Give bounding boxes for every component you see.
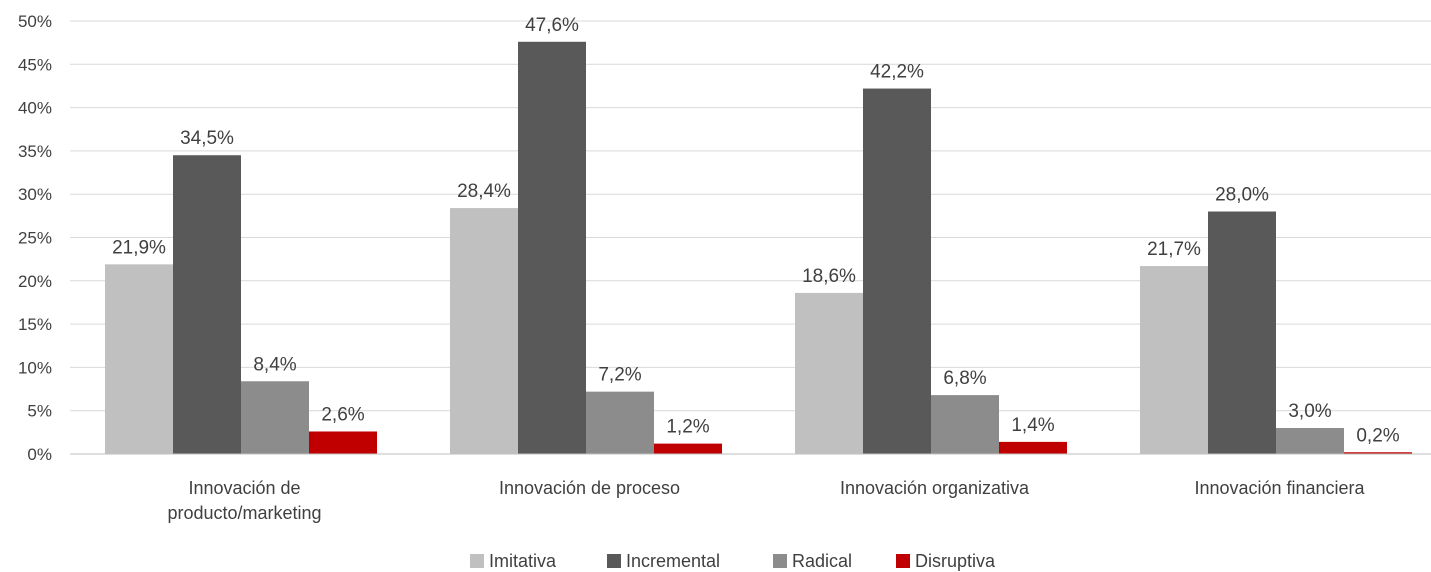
bar-radical xyxy=(586,391,654,454)
data-label: 8,4% xyxy=(253,354,296,375)
bar-radical xyxy=(931,395,999,454)
bar-incremental xyxy=(863,88,931,454)
x-category-label: Innovación organizativa xyxy=(840,478,1030,498)
data-label: 6,8% xyxy=(943,368,986,389)
y-tick-label: 25% xyxy=(18,229,52,248)
data-label: 28,0% xyxy=(1215,185,1269,206)
data-label: 18,6% xyxy=(802,266,856,287)
legend-label: Incremental xyxy=(626,551,720,571)
y-tick-label: 50% xyxy=(18,12,52,31)
legend-swatch-radical xyxy=(773,554,787,568)
bar-imitativa xyxy=(105,264,173,454)
legend-swatch-imitativa xyxy=(470,554,484,568)
x-category-label: Innovación de proceso xyxy=(499,478,680,498)
data-label: 1,2% xyxy=(666,417,709,438)
legend-label: Imitativa xyxy=(489,551,557,571)
bar-incremental xyxy=(173,155,241,455)
x-category-label: Innovación financiera xyxy=(1194,478,1365,498)
bar-imitativa xyxy=(795,292,863,454)
data-label: 34,5% xyxy=(180,128,234,149)
bar-disruptiva xyxy=(999,441,1067,454)
legend-label: Radical xyxy=(792,551,852,571)
x-category-label: producto/marketing xyxy=(167,503,321,523)
y-tick-label: 5% xyxy=(27,402,52,421)
legend-swatch-incremental xyxy=(607,554,621,568)
y-tick-label: 35% xyxy=(18,142,52,161)
data-label: 21,7% xyxy=(1147,239,1201,260)
y-tick-label: 0% xyxy=(27,445,52,464)
bar-disruptiva xyxy=(654,443,722,454)
y-tick-label: 30% xyxy=(18,185,52,204)
y-tick-label: 10% xyxy=(18,358,52,377)
legend-swatch-disruptiva xyxy=(896,554,910,568)
data-label: 0,2% xyxy=(1356,425,1399,446)
y-tick-label: 20% xyxy=(18,272,52,291)
y-tick-label: 45% xyxy=(18,55,52,74)
bar-disruptiva xyxy=(1344,452,1412,454)
data-label: 7,2% xyxy=(598,365,641,386)
y-tick-label: 40% xyxy=(18,99,52,118)
y-tick-label: 15% xyxy=(18,315,52,334)
legend-label: Disruptiva xyxy=(915,551,996,571)
data-label: 21,9% xyxy=(112,237,166,258)
data-label: 1,4% xyxy=(1011,415,1054,436)
data-label: 42,2% xyxy=(870,62,924,83)
bar-imitativa xyxy=(450,208,518,454)
bar-disruptiva xyxy=(309,431,377,454)
bar-radical xyxy=(1276,428,1344,454)
bar-incremental xyxy=(1208,211,1276,454)
bar-imitativa xyxy=(1140,266,1208,454)
data-label: 28,4% xyxy=(457,181,511,202)
x-category-label: Innovación de xyxy=(188,478,300,498)
data-label: 47,6% xyxy=(525,15,579,36)
data-label: 3,0% xyxy=(1288,401,1331,422)
data-label: 2,6% xyxy=(321,404,364,425)
bar-radical xyxy=(241,381,309,454)
bar-incremental xyxy=(518,41,586,455)
